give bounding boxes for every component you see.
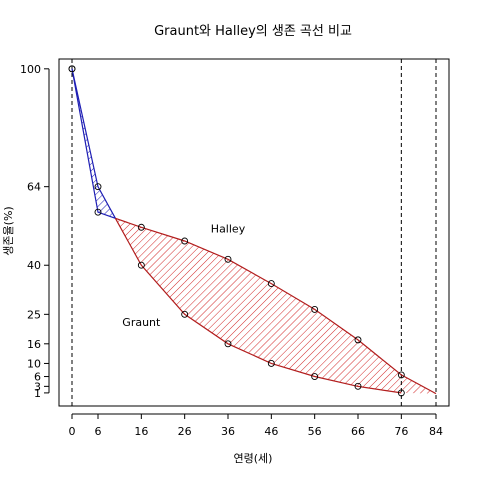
- x-axis-label: 연령(세): [234, 452, 273, 465]
- y-tick-label: 25: [27, 308, 41, 321]
- series-lines-group: [71, 68, 437, 395]
- halley-point: [354, 336, 362, 344]
- red-hatch-area: [271, 283, 315, 377]
- y-tick-label: 40: [27, 259, 41, 272]
- graunt-line: [114, 218, 402, 394]
- data-points-group: [68, 65, 405, 397]
- halley-point: [181, 237, 189, 245]
- x-tick-label: 66: [351, 425, 365, 438]
- graunt-point: [397, 389, 405, 397]
- annotation-halley: Halley: [211, 223, 246, 236]
- y-axis-label: 생존율(%): [2, 206, 15, 255]
- x-axis: 0 6 16 26 36 46 56 66 76 84: [69, 413, 443, 438]
- halley-point: [397, 371, 405, 379]
- halley-point: [68, 65, 76, 73]
- reference-lines-group: [71, 59, 437, 406]
- x-tick-label: 56: [308, 425, 322, 438]
- graunt-point: [311, 373, 319, 380]
- plot-frame: [58, 58, 450, 407]
- y-tick-label: 16: [27, 338, 41, 351]
- graunt-line-early: [71, 68, 116, 219]
- red-hatch-area: [228, 259, 272, 364]
- chart-title: Graunt와 Halley의 생존 곡선 비교: [154, 24, 352, 39]
- y-tick-label: 1: [34, 387, 41, 400]
- graunt-point: [137, 261, 145, 269]
- halley-point: [137, 223, 145, 231]
- y-tick-label: 6: [34, 371, 41, 384]
- halley-line: [115, 217, 437, 395]
- halley-point: [267, 280, 275, 288]
- hatched-area-group: [72, 68, 436, 394]
- graunt-point: [94, 183, 102, 191]
- red-hatch-area: [358, 339, 402, 393]
- annotation-graunt: Graunt: [122, 316, 161, 329]
- red-hatch-area: [141, 227, 185, 315]
- red-hatch-area: [184, 241, 228, 344]
- x-tick-label: 76: [394, 425, 408, 438]
- halley-point: [311, 305, 319, 313]
- y-tick-label: 100: [20, 63, 41, 76]
- x-tick-label: 0: [69, 425, 76, 438]
- x-tick-label: 46: [264, 425, 278, 438]
- x-tick-label: 36: [221, 425, 235, 438]
- red-hatch-area: [314, 309, 358, 387]
- y-tick-label: 10: [27, 357, 41, 370]
- graunt-point: [354, 382, 362, 390]
- y-tick-label: 64: [27, 181, 41, 194]
- halley-point: [94, 208, 102, 216]
- x-tick-label: 26: [178, 425, 192, 438]
- graunt-point: [267, 359, 275, 367]
- halley-point: [224, 255, 232, 263]
- x-tick-label: 16: [134, 425, 148, 438]
- x-tick-label: 84: [429, 425, 443, 438]
- x-tick-label: 6: [95, 425, 102, 438]
- graunt-point: [181, 310, 189, 318]
- halley-line-early: [71, 68, 116, 219]
- graunt-point: [224, 340, 232, 348]
- y-tick-label: 3: [34, 380, 41, 393]
- annotations-group: Halley Graunt: [122, 223, 245, 329]
